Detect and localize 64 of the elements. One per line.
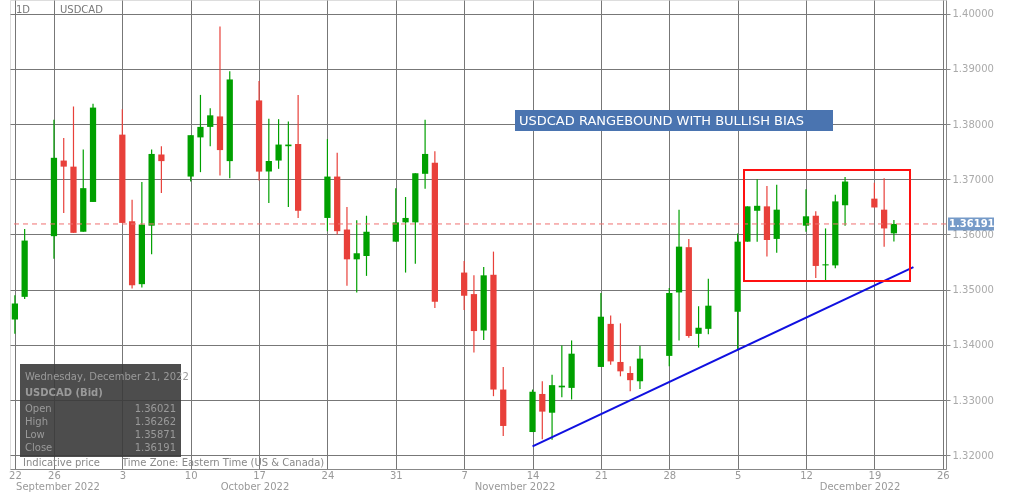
x-tick-label: 24	[321, 469, 335, 481]
text: September 2022	[16, 481, 100, 492]
text: November 2022	[474, 481, 556, 492]
candlestick	[802, 188, 810, 233]
x-tick-label: 12	[800, 469, 813, 481]
candlestick	[60, 137, 67, 214]
x-tick-label: 21	[595, 469, 608, 481]
y-tick-label: 1.38000	[952, 118, 994, 130]
text: USDCAD RANGEBOUND WITH BULLISH BIAS	[519, 112, 804, 128]
candlestick	[754, 178, 761, 243]
candlestick	[197, 94, 204, 173]
annotation: USDCAD	[60, 4, 104, 15]
candlestick	[353, 219, 360, 294]
candlestick	[627, 365, 634, 392]
candlestick	[705, 278, 712, 335]
candlestick	[265, 118, 272, 204]
x-tick-label: 5	[734, 469, 742, 481]
x-tick-label: 19	[868, 469, 882, 481]
ref-line-label: 1.36191	[949, 217, 995, 229]
y-tick-label: 1.39000	[952, 63, 994, 75]
candlestick	[392, 187, 399, 243]
y-tick-label: 1.32000	[952, 449, 994, 461]
x-tick-label: 7	[461, 469, 468, 481]
candlestick	[617, 322, 624, 377]
candlestick	[695, 305, 702, 349]
annotation: 1D	[16, 4, 31, 15]
x-tick-label: 26	[936, 469, 950, 481]
candlestick	[421, 119, 429, 190]
annotation: 1.36262	[134, 416, 176, 427]
annotation: USDCAD (Bid)	[25, 387, 103, 398]
candlestick	[461, 260, 468, 311]
annotation: Open	[25, 403, 52, 414]
x-tick-label: 3	[119, 469, 127, 481]
candlestick	[539, 380, 546, 440]
candlestick	[275, 118, 282, 170]
candlestick	[822, 227, 829, 282]
y-tick-label: 1.37000	[952, 173, 994, 185]
candlestick	[636, 345, 644, 390]
candlestick	[871, 182, 878, 209]
candlestick	[207, 107, 214, 147]
x-tick-label: 22	[9, 469, 22, 481]
x-tick-label: 31	[389, 469, 403, 481]
candlestick	[11, 294, 19, 335]
candlestick	[841, 176, 849, 227]
annotation: 1.36191	[134, 442, 176, 453]
x-tick-label: 10	[184, 469, 198, 481]
text: December 2022	[819, 481, 901, 492]
annotation: Close	[25, 442, 53, 453]
candlestick	[402, 196, 409, 274]
y-tick-label: 1.34000	[952, 339, 994, 351]
text: October 2022	[220, 481, 290, 492]
y-tick-label: 1.35000	[952, 284, 994, 296]
annotation: High	[25, 416, 48, 427]
y-tick-label: 1.36000	[952, 229, 994, 240]
x-tick-label: 17	[253, 469, 266, 481]
annotation: Low	[25, 429, 45, 440]
annotation: 1.36021	[134, 403, 176, 414]
annotation: 1.35871	[134, 429, 176, 440]
x-tick-label: 14	[526, 469, 540, 481]
y-tick-label: 1.40000	[952, 8, 994, 20]
x-tick-label: 28	[663, 469, 677, 481]
candlestick	[158, 145, 165, 194]
x-tick-label: 26	[48, 469, 61, 481]
y-tick-label: 1.33000	[952, 394, 994, 406]
